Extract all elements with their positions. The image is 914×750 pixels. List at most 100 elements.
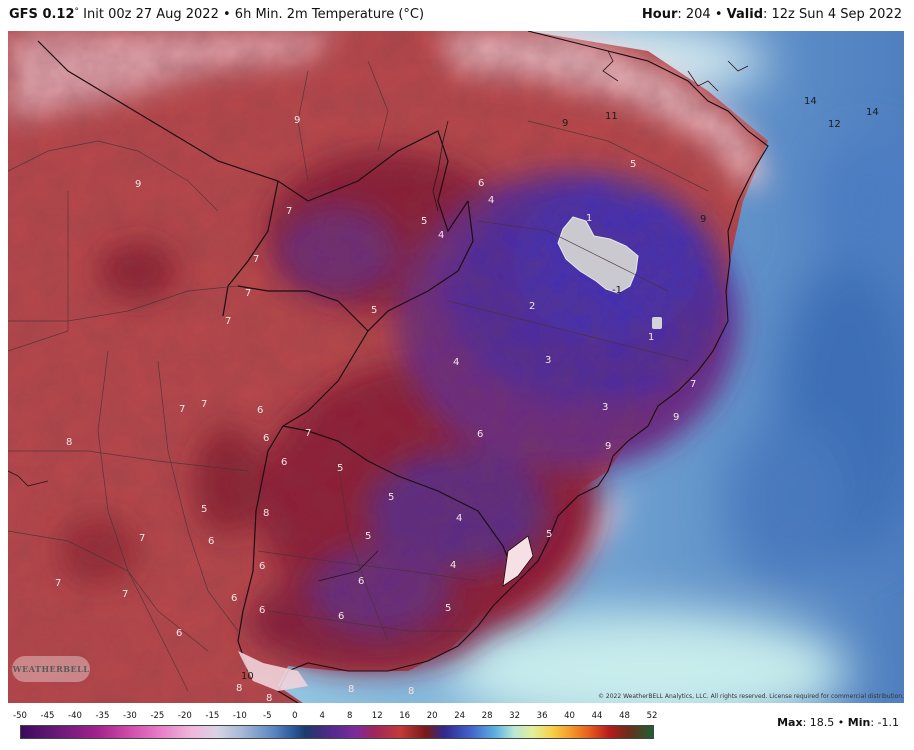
value-label: 6 — [478, 178, 484, 189]
legend-tick-label: 24 — [454, 711, 466, 721]
value-label: 8 — [348, 684, 354, 695]
legend-tick-label: -40 — [68, 711, 82, 721]
max-min-stats: Max: 18.5 • Min: -1.1 — [777, 716, 899, 729]
legend-tick-label: 48 — [619, 711, 630, 721]
copyright-notice: © 2022 WeatherBELL Analytics, LLC. All r… — [598, 693, 904, 700]
value-label: 9 — [673, 412, 679, 423]
value-label: 4 — [450, 560, 456, 571]
value-label: 1 — [648, 332, 654, 343]
header-bullet: • — [222, 7, 231, 22]
value-label: 7 — [179, 404, 185, 415]
value-label: 7 — [139, 533, 145, 544]
min-value: : -1.1 — [870, 716, 899, 729]
legend-tick-label: 0 — [292, 711, 298, 721]
legend-tick-label: -50 — [13, 711, 27, 721]
value-label: 6 — [208, 536, 214, 547]
value-label: 10 — [241, 671, 254, 682]
value-label: 7 — [690, 379, 696, 390]
value-label: 8 — [266, 693, 272, 703]
value-label: 5 — [388, 492, 394, 503]
color-legend: -50 -45 -40 -35 -30 -25 -20 -15 -10 -5 0 4 8 12 16 20 24… — [0, 705, 914, 750]
below-zero-spot — [652, 317, 662, 329]
value-label: 7 — [245, 288, 251, 299]
value-label: 7 — [122, 589, 128, 600]
legend-tick-label: 4 — [319, 711, 325, 721]
rivers — [8, 50, 749, 582]
lagoon — [502, 535, 534, 587]
value-label: 4 — [453, 357, 459, 368]
legend-tick-label: -5 — [263, 711, 272, 721]
legend-tick-label: 8 — [347, 711, 353, 721]
legend-tick-label: 16 — [399, 711, 411, 721]
legend-tick-label: 36 — [536, 711, 548, 721]
min-label: Min — [847, 716, 871, 729]
value-label: 8 — [236, 683, 242, 694]
value-label: 9 — [700, 214, 706, 225]
value-label: 6 — [259, 561, 265, 572]
temperature-map: 9 9 7 7 7 7 5 5 4 6 4 5 1 2 1 4 3 3 6 7 … — [8, 31, 904, 703]
value-label: 5 — [371, 305, 377, 316]
header-bullet-2: • — [714, 7, 723, 22]
legend-tick-label: -30 — [122, 711, 137, 721]
country-borders — [37, 40, 514, 672]
map-labels-dark: 9 11 14 12 14 -1 9 10 — [241, 96, 879, 682]
value-label: 7 — [253, 254, 259, 265]
valid-label: Valid — [726, 7, 763, 22]
value-label: 1 — [586, 213, 592, 224]
value-label: 14 — [804, 96, 817, 107]
below-zero-area — [557, 216, 639, 294]
value-label: 7 — [225, 316, 231, 327]
map-canvas: 9 9 7 7 7 7 5 5 4 6 4 5 1 2 1 4 3 3 6 7 … — [8, 31, 904, 703]
max-value: : 18.5 — [802, 716, 835, 729]
value-label: 7 — [305, 428, 311, 439]
value-label: 7 — [201, 399, 207, 410]
value-label: 4 — [456, 513, 462, 524]
hour-value: : 204 — [677, 7, 711, 22]
model-name: GFS 0.12 — [9, 7, 75, 22]
value-label: 5 — [365, 531, 371, 542]
value-label: 11 — [605, 111, 618, 122]
weatherbell-logo: WEATHERBELL — [12, 656, 90, 682]
value-label: 14 — [866, 107, 879, 118]
value-label: 6 — [338, 611, 344, 622]
value-label: 7 — [286, 206, 292, 217]
legend-tick-label: 52 — [646, 711, 658, 721]
value-label: 3 — [545, 355, 551, 366]
value-label: 5 — [630, 159, 636, 170]
value-label: 6 — [281, 457, 287, 468]
value-label: 3 — [602, 402, 608, 413]
valid-value: : 12z Sun 4 Sep 2022 — [763, 7, 902, 22]
legend-tick-label: 44 — [591, 711, 603, 721]
value-label: 6 — [176, 628, 182, 639]
coastline — [277, 31, 769, 703]
value-label: 9 — [294, 115, 300, 126]
value-label: 6 — [358, 576, 364, 587]
field-name: 6h Min. 2m Temperature (°C) — [234, 7, 425, 22]
estuary — [238, 651, 308, 691]
value-label: 6 — [477, 429, 483, 440]
legend-tick-label: -10 — [232, 711, 247, 721]
map-header: GFS 0.12° Init 00z 27 Aug 2022 • 6h Min.… — [0, 0, 914, 30]
hour-label: Hour — [641, 7, 678, 22]
init-time: Init 00z 27 Aug 2022 — [83, 7, 219, 22]
texture — [8, 31, 768, 703]
legend-tick-label: -20 — [177, 711, 192, 721]
stats-sep: • — [837, 716, 845, 729]
value-label: 5 — [337, 463, 343, 474]
legend-tick-label: 32 — [509, 711, 521, 721]
value-label: 2 — [529, 301, 535, 312]
value-label: 6 — [263, 433, 269, 444]
value-label: 8 — [263, 508, 269, 519]
value-label: 12 — [828, 119, 841, 130]
legend-tick-label: -45 — [40, 711, 55, 721]
header-right: Hour: 204 • Valid: 12z Sun 4 Sep 2022 — [642, 0, 902, 30]
value-label: 6 — [259, 605, 265, 616]
value-label: 5 — [201, 504, 207, 515]
value-label: 5 — [421, 216, 427, 227]
state-borders — [8, 60, 709, 692]
legend-tick-label: 12 — [371, 711, 383, 721]
legend-tick-label: 28 — [481, 711, 493, 721]
value-label: 5 — [445, 603, 451, 614]
legend-tick-label: 40 — [564, 711, 575, 721]
degree-symbol: ° — [74, 7, 80, 17]
